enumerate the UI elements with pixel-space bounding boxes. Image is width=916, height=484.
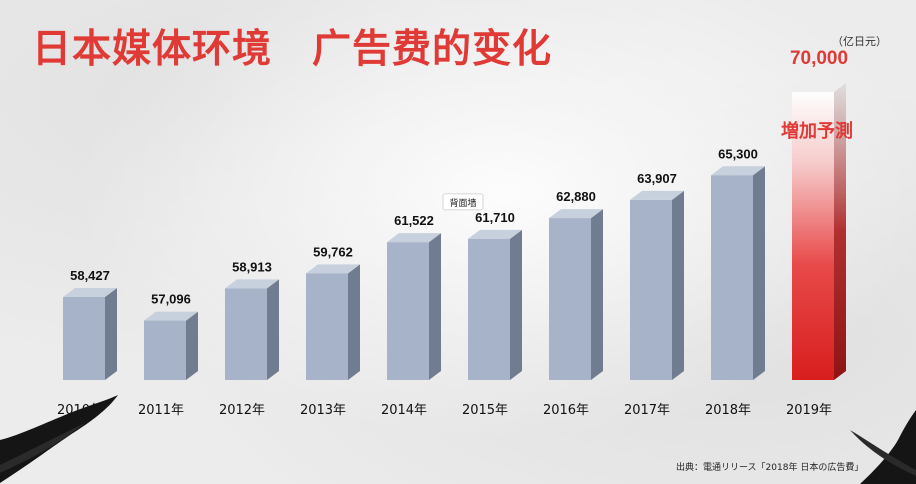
bar bbox=[630, 199, 672, 380]
bar-top bbox=[225, 279, 279, 289]
bar-side bbox=[672, 190, 684, 380]
forecast-bar bbox=[792, 92, 834, 380]
bar-top bbox=[306, 264, 360, 274]
bar bbox=[225, 288, 267, 380]
value-label: 65,300 bbox=[718, 146, 758, 161]
annotation-box bbox=[442, 193, 484, 211]
bar-side bbox=[186, 311, 198, 380]
bar bbox=[144, 320, 186, 380]
bar bbox=[711, 175, 753, 380]
bar bbox=[306, 273, 348, 380]
bar-side bbox=[834, 83, 846, 380]
category-label: 2014年 bbox=[381, 403, 427, 418]
bar bbox=[549, 218, 591, 380]
value-label: 61,522 bbox=[394, 213, 434, 228]
value-label: 57,096 bbox=[151, 292, 191, 307]
category-label: 2012年 bbox=[219, 403, 265, 418]
bar-side bbox=[105, 288, 117, 380]
category-label: 2017年 bbox=[624, 403, 670, 418]
bar-side bbox=[348, 264, 360, 380]
bar-top bbox=[468, 229, 522, 239]
annotation-text: 背面墙 bbox=[449, 197, 476, 209]
bar-side bbox=[267, 279, 279, 380]
value-label: 62,880 bbox=[556, 189, 596, 204]
value-label: 63,907 bbox=[637, 171, 677, 186]
value-label: 59,762 bbox=[313, 244, 353, 259]
right-ink-stroke bbox=[850, 410, 916, 484]
value-label: 58,427 bbox=[70, 268, 110, 283]
category-label: 2011年 bbox=[138, 403, 184, 418]
value-label: 70,000 bbox=[790, 48, 848, 69]
bar-side bbox=[429, 233, 441, 380]
category-label: 2018年 bbox=[705, 403, 751, 418]
category-label: 2016年 bbox=[543, 403, 589, 418]
bar-top bbox=[144, 311, 198, 321]
bar bbox=[63, 297, 105, 380]
annotation-tooltip: 背面墙 bbox=[442, 193, 484, 211]
bar-top bbox=[630, 190, 684, 200]
source-note: 出典：電通リリース「2018年 日本の広告費」 bbox=[676, 463, 864, 473]
bar-top bbox=[387, 233, 441, 243]
bar-top bbox=[549, 209, 603, 219]
bar-side bbox=[510, 229, 522, 380]
bar-side bbox=[591, 209, 603, 380]
bar-top bbox=[792, 83, 846, 92]
left-ink-stroke bbox=[0, 395, 118, 483]
category-label: 2013年 bbox=[300, 403, 346, 418]
chart-title: 日本媒体环境 广告费的变化 bbox=[32, 27, 553, 72]
bar-top bbox=[711, 166, 765, 176]
bar-side bbox=[753, 166, 765, 380]
unit-label: （亿日元） bbox=[832, 35, 887, 48]
value-label: 61,710 bbox=[475, 210, 515, 225]
bar bbox=[468, 238, 510, 380]
value-label: 58,913 bbox=[232, 259, 272, 274]
category-label: 2015年 bbox=[462, 403, 508, 418]
forecast-label: 増加予測 bbox=[781, 120, 853, 142]
bar bbox=[387, 242, 429, 380]
category-label: 2019年 bbox=[786, 403, 832, 418]
bar-top bbox=[63, 288, 117, 298]
